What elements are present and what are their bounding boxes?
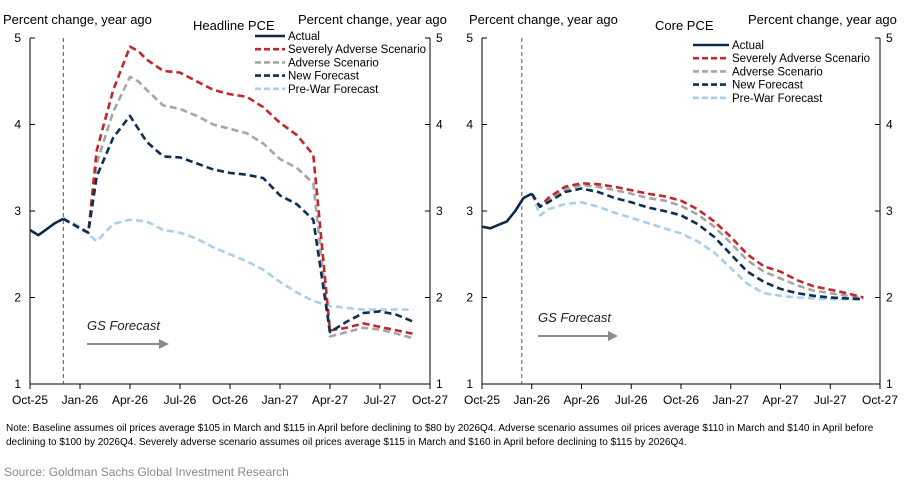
core-ytick-label-left: 4 [466,118,473,132]
core-legend-actual-label: Actual [732,40,764,52]
core-left-axis-label: Percent change, year ago [469,12,618,27]
headline-right-axis-label: Percent change, year ago [298,12,447,27]
headline-ytick-label-right: 4 [436,118,443,132]
core-legend-adverse-scenario-label: Adverse Scenario [732,66,823,78]
core-ytick-label-right: 5 [886,31,893,45]
headline-chart-title: Headline PCE [193,18,275,33]
core-ytick-label-right: 3 [886,204,893,218]
core-xtick-label: Apr-26 [563,393,599,407]
charts-canvas: 1 1 2 2 3 3 4 4 5 5 Oct-25 Jan-26 Apr-26 Jul-26 Oct-26… [3,12,898,407]
core-ytick-label-right: 4 [886,118,893,132]
headline-ytick-label-right: 3 [436,204,443,218]
core-ytick-label-left: 3 [466,204,473,218]
headline-xtick-label: Apr-26 [112,393,148,407]
headline-ytick-label-right: 5 [436,31,443,45]
headline-series-pre-war-forecast-line [62,217,414,311]
core-series-actual-line [481,192,533,230]
source-line: Source: Goldman Sachs Global Investment … [4,465,289,479]
headline-ytick-label-left: 4 [14,118,21,132]
headline-xtick-label: Jan-26 [62,393,99,407]
headline-xtick-label: Oct-26 [212,393,248,407]
headline-left-axis-label: Percent change, year ago [3,12,152,27]
core-series-new-forecast-line [530,187,864,301]
headline-series-new-forecast-line [62,114,414,334]
headline-ytick-label-right: 1 [436,377,443,391]
core-xtick-label: Oct-27 [862,393,898,407]
core-series-severely-adverse-scenario-line [530,182,864,299]
headline-legend-pre-war-forecast-label: Pre-War Forecast [288,84,379,96]
core-legend-pre-war-forecast-label: Pre-War Forecast [732,93,823,105]
headline-forecast-label: GS Forecast [87,318,161,333]
core-legend-severely-adverse-scenario-label: Severely Adverse Scenario [732,53,870,65]
headline-ytick-label-left: 5 [14,31,21,45]
headline-legend-adverse-scenario-label: Adverse Scenario [288,57,379,69]
core-series-pre-war-forecast-line [530,193,864,301]
headline-legend-new-forecast-label: New Forecast [288,71,360,83]
core-legend-new-forecast-label: New Forecast [732,80,804,92]
core-ytick-label-right: 1 [886,377,893,391]
core-ytick-label-left: 2 [466,291,473,305]
headline-series-adverse-scenario-line [62,75,414,340]
core-xtick-label: Jan-27 [712,393,749,407]
headline-xtick-label: Jul-26 [164,393,197,407]
core-xtick-label: Jul-27 [814,393,847,407]
core-xtick-label: Oct-26 [663,393,699,407]
headline-series-severely-adverse-scenario-line [62,45,414,336]
core-chart-title: Core PCE [655,18,714,33]
headline-ytick-label-right: 2 [436,291,443,305]
chart-note: Note: Baseline assumes oil prices averag… [6,423,874,448]
headline-forecast-arrow-head [159,339,169,349]
headline-xtick-label: Oct-25 [12,393,48,407]
headline-xtick-label: Jul-27 [364,393,397,407]
headline-legend-actual-label: Actual [288,31,320,43]
headline-ytick-label-left: 3 [14,204,21,218]
headline-xtick-label: Oct-27 [412,393,448,407]
core-forecast-label: GS Forecast [538,310,612,325]
core-ytick-label-right: 2 [886,291,893,305]
core-ytick-label-left: 1 [466,377,473,391]
core-ytick-label-left: 5 [466,31,473,45]
core-xtick-label: Jan-26 [513,393,550,407]
headline-series-actual-line [29,217,64,237]
headline-ytick-label-left: 1 [14,377,21,391]
core-xtick-label: Oct-25 [464,393,500,407]
core-xtick-label: Apr-27 [762,393,798,407]
core-xtick-label: Jul-26 [615,393,648,407]
core-forecast-arrow-head [608,331,618,341]
headline-legend-severely-adverse-scenario-label: Severely Adverse Scenario [288,44,426,56]
headline-xtick-label: Apr-27 [312,393,348,407]
headline-xtick-label: Jan-27 [262,393,299,407]
headline-ytick-label-left: 2 [14,291,21,305]
core-right-axis-label: Percent change, year ago [748,12,897,27]
